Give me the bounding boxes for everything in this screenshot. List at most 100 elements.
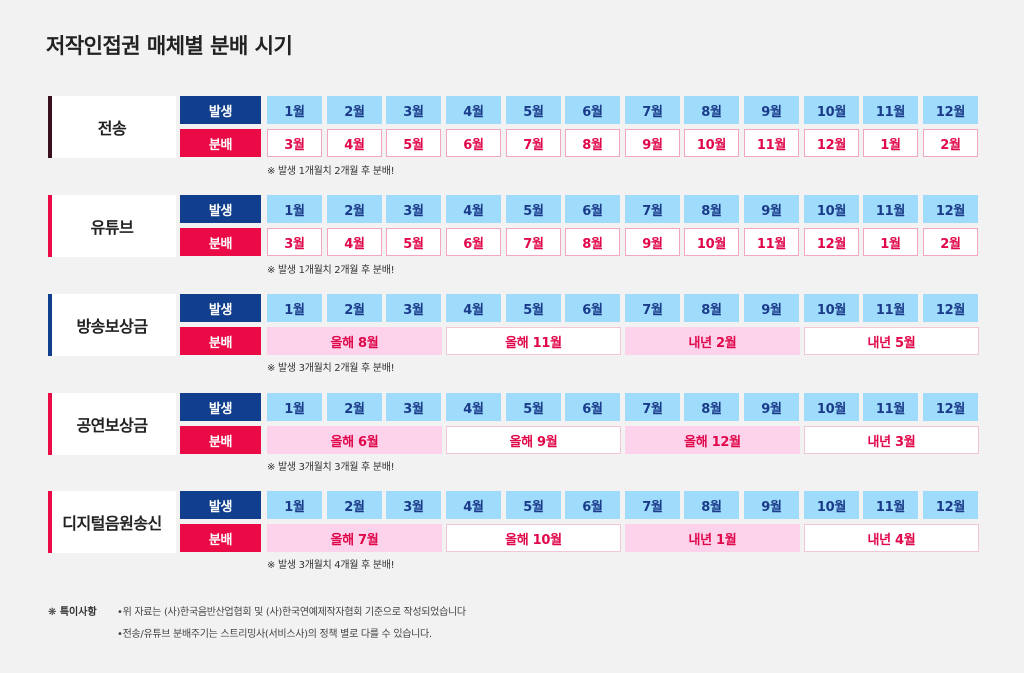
distribution-quarter-cell: 올해 11월 xyxy=(446,327,621,355)
occurrence-month-cell: 6월 xyxy=(565,294,620,322)
occurrence-month-cell: 10월 xyxy=(804,393,859,421)
occurrence-month-cell: 8월 xyxy=(684,195,739,223)
distribution-note: ※ 발생 3개월치 3개월 후 분배! xyxy=(267,462,395,473)
media-section: 디지털음원송신 발생 1월 2월 3월 4월 5월 6월 7월 8월 9월 10월 11월 12월 분배 올해… xyxy=(48,491,979,553)
distribution-label: 분배 xyxy=(180,426,261,454)
occurrence-month-cell: 8월 xyxy=(684,491,739,519)
occurrence-month-cell: 11월 xyxy=(863,195,918,223)
occurrence-month-cell: 6월 xyxy=(565,491,620,519)
occurrence-month-cell: 1월 xyxy=(267,96,322,124)
occurrence-month-cell: 9월 xyxy=(744,96,799,124)
special-note-line: •위 자료는 (사)한국음반산업협회 및 (사)한국연예제작자협회 기준으로 작… xyxy=(117,607,466,618)
occurrence-row: 발생 1월 2월 3월 4월 5월 6월 7월 8월 9월 10월 11월 12월 xyxy=(180,195,978,223)
occurrence-month-cell: 9월 xyxy=(744,195,799,223)
distribution-month-cell: 6월 xyxy=(446,129,501,157)
occurrence-month-cell: 1월 xyxy=(267,491,322,519)
distribution-month-cell: 2월 xyxy=(923,228,978,256)
distribution-quarter-cell: 내년 3월 xyxy=(804,426,979,454)
occurrence-month-cell: 7월 xyxy=(625,491,680,519)
media-name: 유튜브 xyxy=(48,195,176,257)
distribution-note: ※ 발생 1개월치 2개월 후 분배! xyxy=(267,166,395,177)
distribution-month-cell: 10월 xyxy=(684,228,739,256)
distribution-month-cell: 9월 xyxy=(625,129,680,157)
occurrence-month-cell: 7월 xyxy=(625,393,680,421)
distribution-month-cell: 12월 xyxy=(804,129,859,157)
distribution-row: 분배 올해 7월 올해 10월 내년 1월 내년 4월 xyxy=(180,524,979,552)
occurrence-month-cell: 4월 xyxy=(446,491,501,519)
distribution-month-cell: 5월 xyxy=(386,228,441,256)
occurrence-month-cell: 4월 xyxy=(446,393,501,421)
occurrence-month-cell: 5월 xyxy=(506,491,561,519)
occurrence-month-cell: 11월 xyxy=(863,393,918,421)
occurrence-month-cell: 10월 xyxy=(804,195,859,223)
distribution-month-cell: 3월 xyxy=(267,129,322,157)
distribution-quarter-cell: 내년 5월 xyxy=(804,327,979,355)
distribution-month-cell: 3월 xyxy=(267,228,322,256)
media-section: 유튜브 발생 1월 2월 3월 4월 5월 6월 7월 8월 9월 10월 11월 12월 분배 3월 4월 5월… xyxy=(48,195,978,257)
distribution-quarter-cell: 내년 4월 xyxy=(804,524,979,552)
distribution-month-cell: 4월 xyxy=(327,129,382,157)
media-section: 공연보상금 발생 1월 2월 3월 4월 5월 6월 7월 8월 9월 10월 11월 12월 분배 올해 6… xyxy=(48,393,979,455)
distribution-month-cell: 11월 xyxy=(744,129,799,157)
occurrence-month-cell: 11월 xyxy=(863,96,918,124)
occurrence-month-cell: 7월 xyxy=(625,294,680,322)
occurrence-month-cell: 10월 xyxy=(804,294,859,322)
distribution-month-cell: 2월 xyxy=(923,129,978,157)
occurrence-month-cell: 4월 xyxy=(446,96,501,124)
occurrence-month-cell: 3월 xyxy=(386,195,441,223)
occurrence-month-cell: 5월 xyxy=(506,393,561,421)
occurrence-month-cell: 6월 xyxy=(565,195,620,223)
media-section: 전송 발생 1월 2월 3월 4월 5월 6월 7월 8월 9월 10월 11월 12월 분배 3월 4월 5월 6… xyxy=(48,96,978,158)
media-accent-bar xyxy=(48,195,52,257)
distribution-note: ※ 발생 3개월치 2개월 후 분배! xyxy=(267,363,395,374)
occurrence-month-cell: 4월 xyxy=(446,294,501,322)
occurrence-row: 발생 1월 2월 3월 4월 5월 6월 7월 8월 9월 10월 11월 12월 xyxy=(180,491,978,519)
special-notes-label: ❋ 특이사항 xyxy=(48,607,97,618)
occurrence-label: 발생 xyxy=(180,491,261,519)
distribution-quarter-cell: 내년 1월 xyxy=(625,524,800,552)
distribution-quarter-cell: 올해 12월 xyxy=(625,426,800,454)
special-note-line: •전송/유튜브 분배주기는 스트리밍사(서비스사)의 정책 별로 다를 수 있습… xyxy=(117,629,432,640)
occurrence-month-cell: 9월 xyxy=(744,491,799,519)
distribution-month-cell: 12월 xyxy=(804,228,859,256)
distribution-quarter-cell: 내년 2월 xyxy=(625,327,800,355)
occurrence-month-cell: 1월 xyxy=(267,294,322,322)
occurrence-row: 발생 1월 2월 3월 4월 5월 6월 7월 8월 9월 10월 11월 12월 xyxy=(180,294,978,322)
distribution-month-cell: 9월 xyxy=(625,228,680,256)
distribution-note: ※ 발생 1개월치 2개월 후 분배! xyxy=(267,265,395,276)
distribution-label: 분배 xyxy=(180,327,261,355)
occurrence-month-cell: 2월 xyxy=(327,195,382,223)
occurrence-month-cell: 8월 xyxy=(684,393,739,421)
distribution-note: ※ 발생 3개월치 4개월 후 분배! xyxy=(267,560,395,571)
media-name: 디지털음원송신 xyxy=(48,491,176,553)
occurrence-month-cell: 12월 xyxy=(923,393,978,421)
occurrence-month-cell: 5월 xyxy=(506,195,561,223)
occurrence-month-cell: 12월 xyxy=(923,491,978,519)
distribution-row: 분배 올해 6월 올해 9월 올해 12월 내년 3월 xyxy=(180,426,979,454)
distribution-month-cell: 6월 xyxy=(446,228,501,256)
distribution-quarter-cell: 올해 10월 xyxy=(446,524,621,552)
distribution-month-cell: 5월 xyxy=(386,129,441,157)
distribution-label: 분배 xyxy=(180,228,261,256)
distribution-month-cell: 7월 xyxy=(506,228,561,256)
occurrence-month-cell: 1월 xyxy=(267,393,322,421)
occurrence-month-cell: 2월 xyxy=(327,96,382,124)
media-name: 공연보상금 xyxy=(48,393,176,455)
occurrence-month-cell: 3월 xyxy=(386,294,441,322)
occurrence-month-cell: 8월 xyxy=(684,96,739,124)
occurrence-month-cell: 2월 xyxy=(327,393,382,421)
occurrence-month-cell: 11월 xyxy=(863,491,918,519)
occurrence-month-cell: 7월 xyxy=(625,96,680,124)
occurrence-month-cell: 3월 xyxy=(386,393,441,421)
occurrence-month-cell: 5월 xyxy=(506,96,561,124)
media-name: 방송보상금 xyxy=(48,294,176,356)
distribution-month-cell: 10월 xyxy=(684,129,739,157)
media-accent-bar xyxy=(48,294,52,356)
occurrence-month-cell: 3월 xyxy=(386,96,441,124)
media-name: 전송 xyxy=(48,96,176,158)
occurrence-month-cell: 6월 xyxy=(565,96,620,124)
distribution-quarter-cell: 올해 8월 xyxy=(267,327,442,355)
distribution-quarter-cell: 올해 9월 xyxy=(446,426,621,454)
distribution-quarter-cell: 올해 7월 xyxy=(267,524,442,552)
